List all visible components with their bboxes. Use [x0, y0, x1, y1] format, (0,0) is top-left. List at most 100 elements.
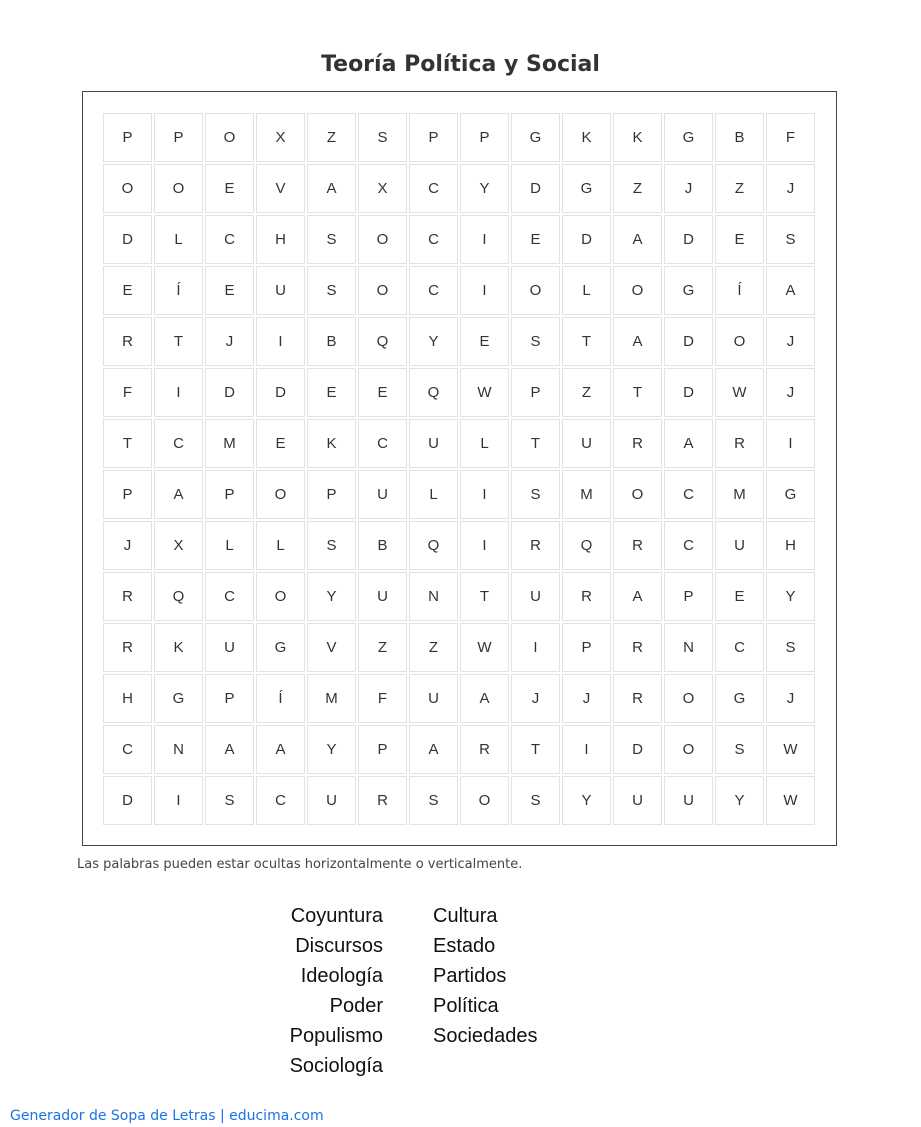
grid-cell: I	[154, 368, 203, 417]
grid-cell: T	[511, 725, 560, 774]
grid-cell: S	[766, 215, 815, 264]
word-item: Discursos	[295, 935, 383, 957]
grid-cell: L	[409, 470, 458, 519]
grid-cell: O	[154, 164, 203, 213]
word-item: Ideología	[300, 965, 383, 987]
grid-cell: C	[664, 521, 713, 570]
grid-cell: J	[205, 317, 254, 366]
word-item: Populismo	[289, 1025, 383, 1047]
grid-cell: D	[664, 317, 713, 366]
grid-cell: S	[511, 317, 560, 366]
grid-cell: X	[154, 521, 203, 570]
grid-cell: I	[460, 521, 509, 570]
grid-cell: C	[409, 164, 458, 213]
grid-cell: P	[358, 725, 407, 774]
grid-cell: P	[205, 470, 254, 519]
grid-cell: X	[256, 113, 305, 162]
grid-cell: Q	[562, 521, 611, 570]
grid-cell: A	[613, 317, 662, 366]
grid-cell: G	[256, 623, 305, 672]
grid-cell: R	[715, 419, 764, 468]
grid-cell: P	[664, 572, 713, 621]
grid-cell: L	[562, 266, 611, 315]
grid-cell: B	[358, 521, 407, 570]
grid-cell: Y	[562, 776, 611, 825]
grid-cell: Z	[562, 368, 611, 417]
grid-cell: U	[205, 623, 254, 672]
grid-cell: C	[715, 623, 764, 672]
grid-cell: L	[460, 419, 509, 468]
grid-cell: A	[613, 572, 662, 621]
grid-cell: A	[154, 470, 203, 519]
grid-cell: Z	[307, 113, 356, 162]
grid-cell: L	[256, 521, 305, 570]
grid-cell: D	[511, 164, 560, 213]
grid-cell: S	[409, 776, 458, 825]
grid-cell: L	[154, 215, 203, 264]
grid-cell: A	[409, 725, 458, 774]
grid-cell: D	[103, 215, 152, 264]
grid-cell: F	[766, 113, 815, 162]
grid-cell: A	[307, 164, 356, 213]
grid-cell: T	[154, 317, 203, 366]
grid-cell: A	[613, 215, 662, 264]
grid-cell: P	[205, 674, 254, 723]
grid-cell: I	[766, 419, 815, 468]
grid-cell: E	[358, 368, 407, 417]
grid-cell: K	[154, 623, 203, 672]
grid-cell: S	[307, 266, 356, 315]
grid-cell: R	[613, 521, 662, 570]
grid-cell: A	[766, 266, 815, 315]
grid-cell: X	[358, 164, 407, 213]
grid-cell: D	[205, 368, 254, 417]
grid-cell: C	[256, 776, 305, 825]
grid-cell: P	[103, 470, 152, 519]
grid-cell: I	[256, 317, 305, 366]
grid-cell: W	[460, 368, 509, 417]
grid-cell: A	[256, 725, 305, 774]
grid-cell: P	[562, 623, 611, 672]
grid-cell: G	[511, 113, 560, 162]
grid-cell: J	[562, 674, 611, 723]
grid-cell: C	[205, 215, 254, 264]
grid-cell: R	[103, 317, 152, 366]
word-item: Cultura	[433, 905, 498, 927]
word-item: Coyuntura	[290, 905, 383, 927]
grid-cell: Í	[154, 266, 203, 315]
grid-cell: T	[613, 368, 662, 417]
grid-cell: O	[613, 266, 662, 315]
footer-link[interactable]: Generador de Sopa de Letras | educima.co…	[10, 1108, 324, 1124]
word-list-right: Cultura Estado Partidos Política Sociedades	[433, 901, 538, 1051]
grid-cell: G	[154, 674, 203, 723]
grid-cell: O	[664, 674, 713, 723]
grid-cell: Q	[409, 521, 458, 570]
grid-cell: E	[205, 266, 254, 315]
grid-cell: U	[613, 776, 662, 825]
word-list-left: Coyuntura Discursos Ideología Poder Populism…	[290, 901, 383, 1081]
grid-cell: U	[256, 266, 305, 315]
grid-cell: I	[154, 776, 203, 825]
grid-cell: S	[511, 470, 560, 519]
grid-cell: C	[205, 572, 254, 621]
grid-cell: I	[511, 623, 560, 672]
grid-cell: Z	[613, 164, 662, 213]
grid-cell: D	[613, 725, 662, 774]
grid-cell: R	[358, 776, 407, 825]
grid-cell: W	[766, 725, 815, 774]
instructions: Las palabras pueden estar ocultas horizo…	[77, 857, 523, 872]
grid-cell: U	[409, 419, 458, 468]
grid-cell: O	[205, 113, 254, 162]
grid-cell: G	[664, 266, 713, 315]
grid-cell: O	[358, 266, 407, 315]
grid-cell: V	[256, 164, 305, 213]
grid-cell: D	[664, 368, 713, 417]
grid-cell: M	[307, 674, 356, 723]
grid-cell: W	[460, 623, 509, 672]
grid-cell: L	[205, 521, 254, 570]
grid-cell: E	[256, 419, 305, 468]
grid-cell: P	[409, 113, 458, 162]
grid-cell: J	[664, 164, 713, 213]
grid-cell: O	[103, 164, 152, 213]
grid-cell: C	[103, 725, 152, 774]
